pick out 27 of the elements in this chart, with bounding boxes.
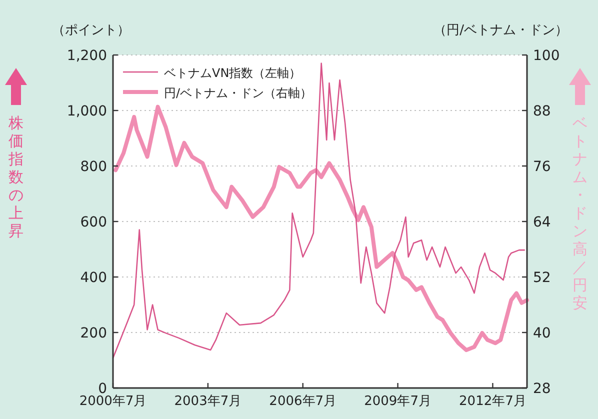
y-tick-label: 200 [80,326,107,342]
line-series [114,104,529,352]
x-tick-label: 2000年7月 [79,394,147,409]
y2-tick-label: 100 [533,48,560,64]
y2-tick-label: 52 [533,270,551,286]
line-series [112,62,526,359]
y-tick-label: 400 [80,270,107,286]
y-tick-label: 0 [98,381,107,397]
y-tick-label: 1,000 [66,104,107,120]
y-tick-label: 1,200 [66,48,107,64]
text: ベトナム・ドン高／円安 [572,114,588,312]
y-tick-label: 800 [80,159,107,175]
y-axis-title: （ポイント） [52,23,130,38]
y2-tick-label: 88 [533,104,551,120]
legend-label: ベトナムVN指数（左軸） [164,66,302,80]
y2-tick-label: 64 [533,214,551,230]
y2-tick-label: 28 [533,381,551,397]
y-tick-label: 600 [80,214,107,230]
text: 株価指数の上昇 [8,114,24,240]
legend-label: 円/ベトナム・ドン（右軸） [164,86,312,100]
x-tick-label: 2012年7月 [459,394,526,409]
y2-tick-label: 76 [533,159,551,175]
y2-tick-label: 40 [533,326,551,342]
x-tick-label: 2003年7月 [174,394,242,409]
x-tick-label: 2006年7月 [269,394,337,409]
y2-axis-title: （円/ベトナム・ドン） [434,23,568,38]
x-tick-label: 2009年7月 [364,394,432,409]
